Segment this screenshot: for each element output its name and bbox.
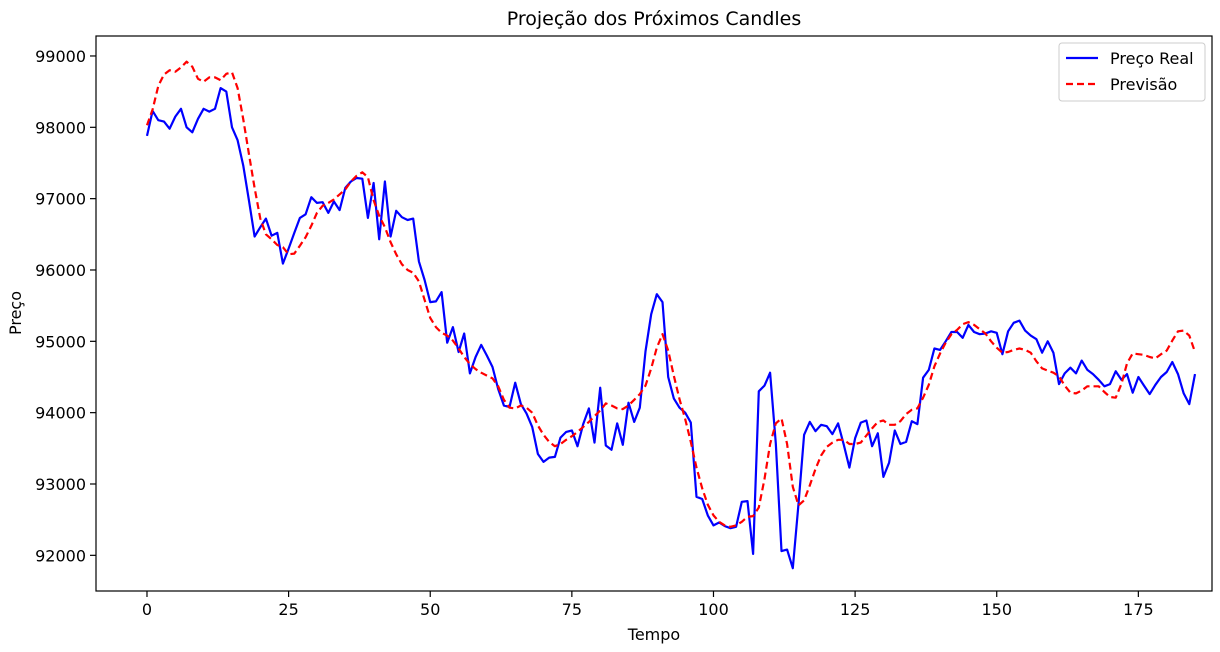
x-tick-label: 25: [278, 600, 298, 619]
series-layer: [145, 60, 1197, 570]
y-tick-label: 94000: [35, 404, 86, 423]
series-line-previsao: [145, 60, 1197, 528]
x-tick-label: 75: [562, 600, 582, 619]
y-tick-label: 92000: [35, 546, 86, 565]
x-tick-label: 175: [1123, 600, 1154, 619]
x-axis-label: Tempo: [627, 625, 680, 644]
y-tick-label: 97000: [35, 190, 86, 209]
axis-ticks: 0 25 50 75 100 125 150 175 92000 93000 94000 95000 9…: [35, 47, 1154, 619]
x-tick-label: 50: [420, 600, 440, 619]
series-line-preco-real: [145, 86, 1197, 570]
x-tick-label: 125: [840, 600, 871, 619]
y-tick-label: 96000: [35, 261, 86, 280]
plot-area: [95, 35, 1213, 592]
x-tick-label: 100: [698, 600, 729, 619]
y-tick-label: 98000: [35, 118, 86, 137]
legend-label-preco-real: Preço Real: [1110, 49, 1194, 68]
y-tick-label: 95000: [35, 332, 86, 351]
y-tick-label: 93000: [35, 475, 86, 494]
y-axis-label: Preço: [6, 291, 25, 335]
y-tick-label: 99000: [35, 47, 86, 66]
legend-label-previsao: Previsão: [1110, 75, 1177, 94]
chart-legend: Preço Real Previsão: [1058, 42, 1206, 102]
x-tick-label: 0: [142, 600, 152, 619]
x-tick-label: 150: [981, 600, 1012, 619]
chart-title: Projeção dos Próximos Candles: [507, 8, 802, 30]
